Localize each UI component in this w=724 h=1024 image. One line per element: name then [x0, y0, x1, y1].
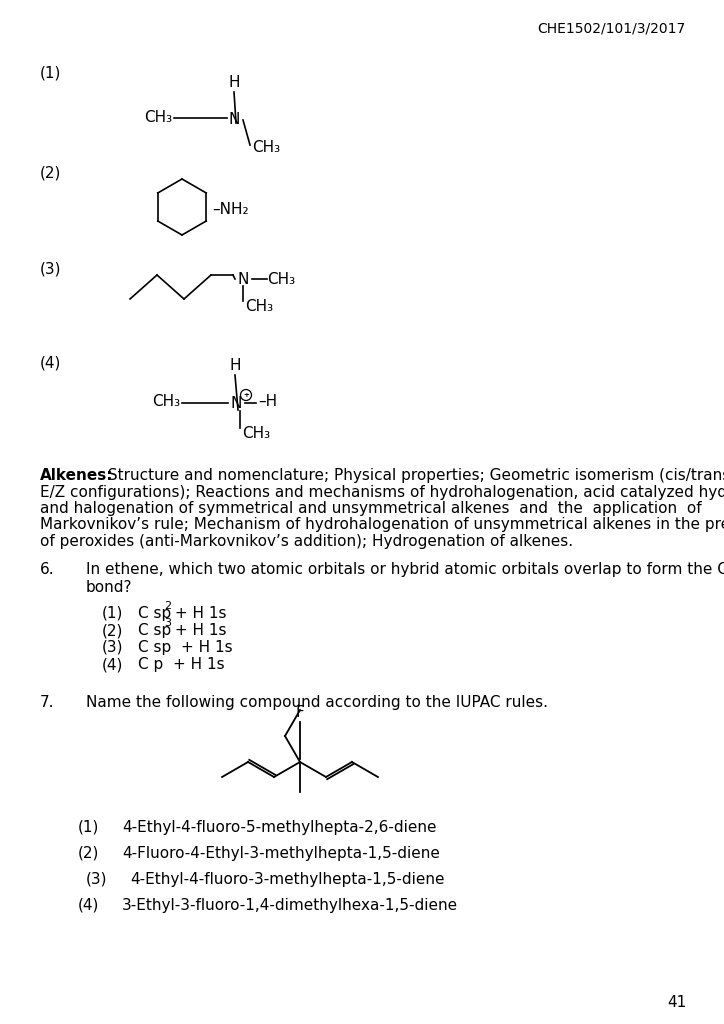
Text: –NH₂: –NH₂ [212, 202, 248, 216]
Text: N: N [230, 396, 242, 412]
Text: 4-Ethyl-4-fluoro-5-methylhepta-2,6-diene: 4-Ethyl-4-fluoro-5-methylhepta-2,6-diene [122, 820, 437, 835]
Text: Structure and nomenclature; Physical properties; Geometric isomerism (cis/trans : Structure and nomenclature; Physical pro… [103, 468, 724, 483]
Text: 3: 3 [164, 618, 171, 628]
Text: 6.: 6. [40, 562, 54, 577]
Text: CH₃: CH₃ [242, 426, 270, 441]
Text: and halogenation of symmetrical and unsymmetrical alkenes  and  the  application: and halogenation of symmetrical and unsy… [40, 501, 702, 516]
Text: N: N [228, 112, 240, 127]
Text: (2): (2) [102, 623, 123, 638]
Text: (1): (1) [40, 65, 62, 80]
Text: of peroxides (anti-Markovnikov’s addition); Hydrogenation of alkenes.: of peroxides (anti-Markovnikov’s additio… [40, 534, 573, 549]
Text: C sp  + H 1s: C sp + H 1s [138, 640, 232, 655]
Text: F: F [295, 705, 304, 720]
Text: 4-Ethyl-4-fluoro-3-methylhepta-1,5-diene: 4-Ethyl-4-fluoro-3-methylhepta-1,5-diene [130, 872, 445, 887]
Text: (3): (3) [40, 262, 62, 278]
Text: H: H [230, 358, 241, 373]
Text: Alkenes:: Alkenes: [40, 468, 114, 483]
Text: N: N [237, 271, 248, 287]
Text: CH₃: CH₃ [245, 299, 273, 314]
Text: +: + [243, 392, 249, 398]
Text: CHE1502/101/3/2017: CHE1502/101/3/2017 [538, 22, 686, 36]
Text: C sp: C sp [138, 623, 172, 638]
Text: E/Z configurations); Reactions and mechanisms of hydrohalogenation, acid catalyz: E/Z configurations); Reactions and mecha… [40, 484, 724, 500]
Text: –H: –H [258, 394, 277, 410]
Text: C sp: C sp [138, 606, 172, 621]
Text: CH₃: CH₃ [252, 140, 280, 155]
Text: (1): (1) [102, 606, 123, 621]
Text: CH₃: CH₃ [152, 394, 180, 410]
Text: 3-Ethyl-3-fluoro-1,4-dimethylhexa-1,5-diene: 3-Ethyl-3-fluoro-1,4-dimethylhexa-1,5-di… [122, 898, 458, 913]
Text: Name the following compound according to the IUPAC rules.: Name the following compound according to… [86, 695, 548, 710]
Text: CH₃: CH₃ [144, 110, 172, 125]
Text: (2): (2) [40, 165, 62, 180]
Text: In ethene, which two atomic orbitals or hybrid atomic orbitals overlap to form t: In ethene, which two atomic orbitals or … [86, 562, 724, 577]
Text: (2): (2) [78, 846, 99, 861]
Text: + H 1s: + H 1s [170, 623, 227, 638]
Text: 4-Fluoro-4-Ethyl-3-methylhepta-1,5-diene: 4-Fluoro-4-Ethyl-3-methylhepta-1,5-diene [122, 846, 440, 861]
Text: 7.: 7. [40, 695, 54, 710]
Text: H: H [228, 75, 240, 90]
Text: 2: 2 [164, 601, 171, 611]
Text: (4): (4) [78, 898, 99, 913]
Text: (3): (3) [102, 640, 124, 655]
Text: Markovnikov’s rule; Mechanism of hydrohalogenation of unsymmetrical alkenes in t: Markovnikov’s rule; Mechanism of hydroha… [40, 517, 724, 532]
Text: (3): (3) [86, 872, 107, 887]
Text: C p  + H 1s: C p + H 1s [138, 657, 224, 672]
Text: + H 1s: + H 1s [170, 606, 227, 621]
Text: (4): (4) [40, 355, 62, 370]
Text: 41: 41 [667, 995, 686, 1010]
Text: (1): (1) [78, 820, 99, 835]
Text: (4): (4) [102, 657, 123, 672]
Text: bond?: bond? [86, 580, 132, 595]
Text: CH₃: CH₃ [267, 271, 295, 287]
